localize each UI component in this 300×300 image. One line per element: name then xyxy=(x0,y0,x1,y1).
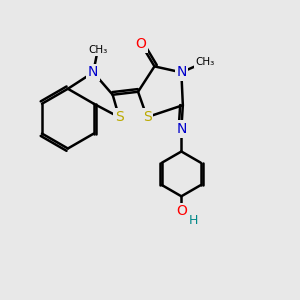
Text: N: N xyxy=(176,122,187,136)
Text: H: H xyxy=(189,214,198,227)
Text: CH₃: CH₃ xyxy=(196,57,215,67)
Text: O: O xyxy=(176,204,187,218)
Text: S: S xyxy=(142,110,152,124)
Text: CH₃: CH₃ xyxy=(88,45,107,55)
Text: N: N xyxy=(88,65,98,80)
Text: N: N xyxy=(176,65,187,80)
Text: S: S xyxy=(115,110,124,124)
Text: O: O xyxy=(136,37,146,51)
